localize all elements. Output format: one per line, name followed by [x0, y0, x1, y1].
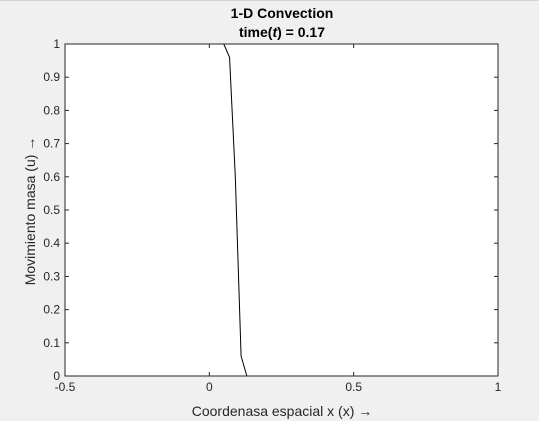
subtitle-suffix: ) = 0.17	[277, 24, 325, 40]
x-tick-label: 0	[206, 380, 213, 394]
y-tick-label: 0.9	[43, 70, 60, 84]
axes-box	[64, 43, 499, 377]
y-tick-label: 0.3	[43, 269, 60, 283]
subtitle-prefix: time(	[239, 24, 273, 40]
y-tick-label: 0.1	[43, 336, 60, 350]
y-tick-label: 0	[53, 369, 60, 383]
y-tick-label: 0.5	[43, 203, 60, 217]
y-tick-label: 0.8	[43, 103, 60, 117]
subtitle-variable: t	[272, 24, 278, 40]
x-tick-label: -0.5	[55, 380, 76, 394]
y-tick-label: 0.6	[43, 170, 60, 184]
chart-subtitle: time(t) = 0.17	[239, 24, 325, 40]
chart-title: 1-D Convection	[231, 5, 334, 21]
y-tick-label: 0.2	[43, 303, 60, 317]
window-top-border	[0, 0, 539, 1]
y-tick-label: 1	[53, 37, 60, 51]
x-axis-label: Coordenasa espacial x (x) →	[192, 403, 373, 419]
y-tick-label: 0.4	[43, 236, 60, 250]
y-axis-label: Movimiento masa (u) →	[22, 137, 38, 286]
plot-area	[65, 44, 498, 376]
tick-labels: -0.5 0 0.5 100.10.20.30.40.50.60.70.80.91	[43, 37, 501, 394]
y-tick-label: 0.7	[43, 137, 60, 151]
x-tick-label: 0.5	[345, 380, 362, 394]
x-tick-label: 1	[495, 380, 502, 394]
